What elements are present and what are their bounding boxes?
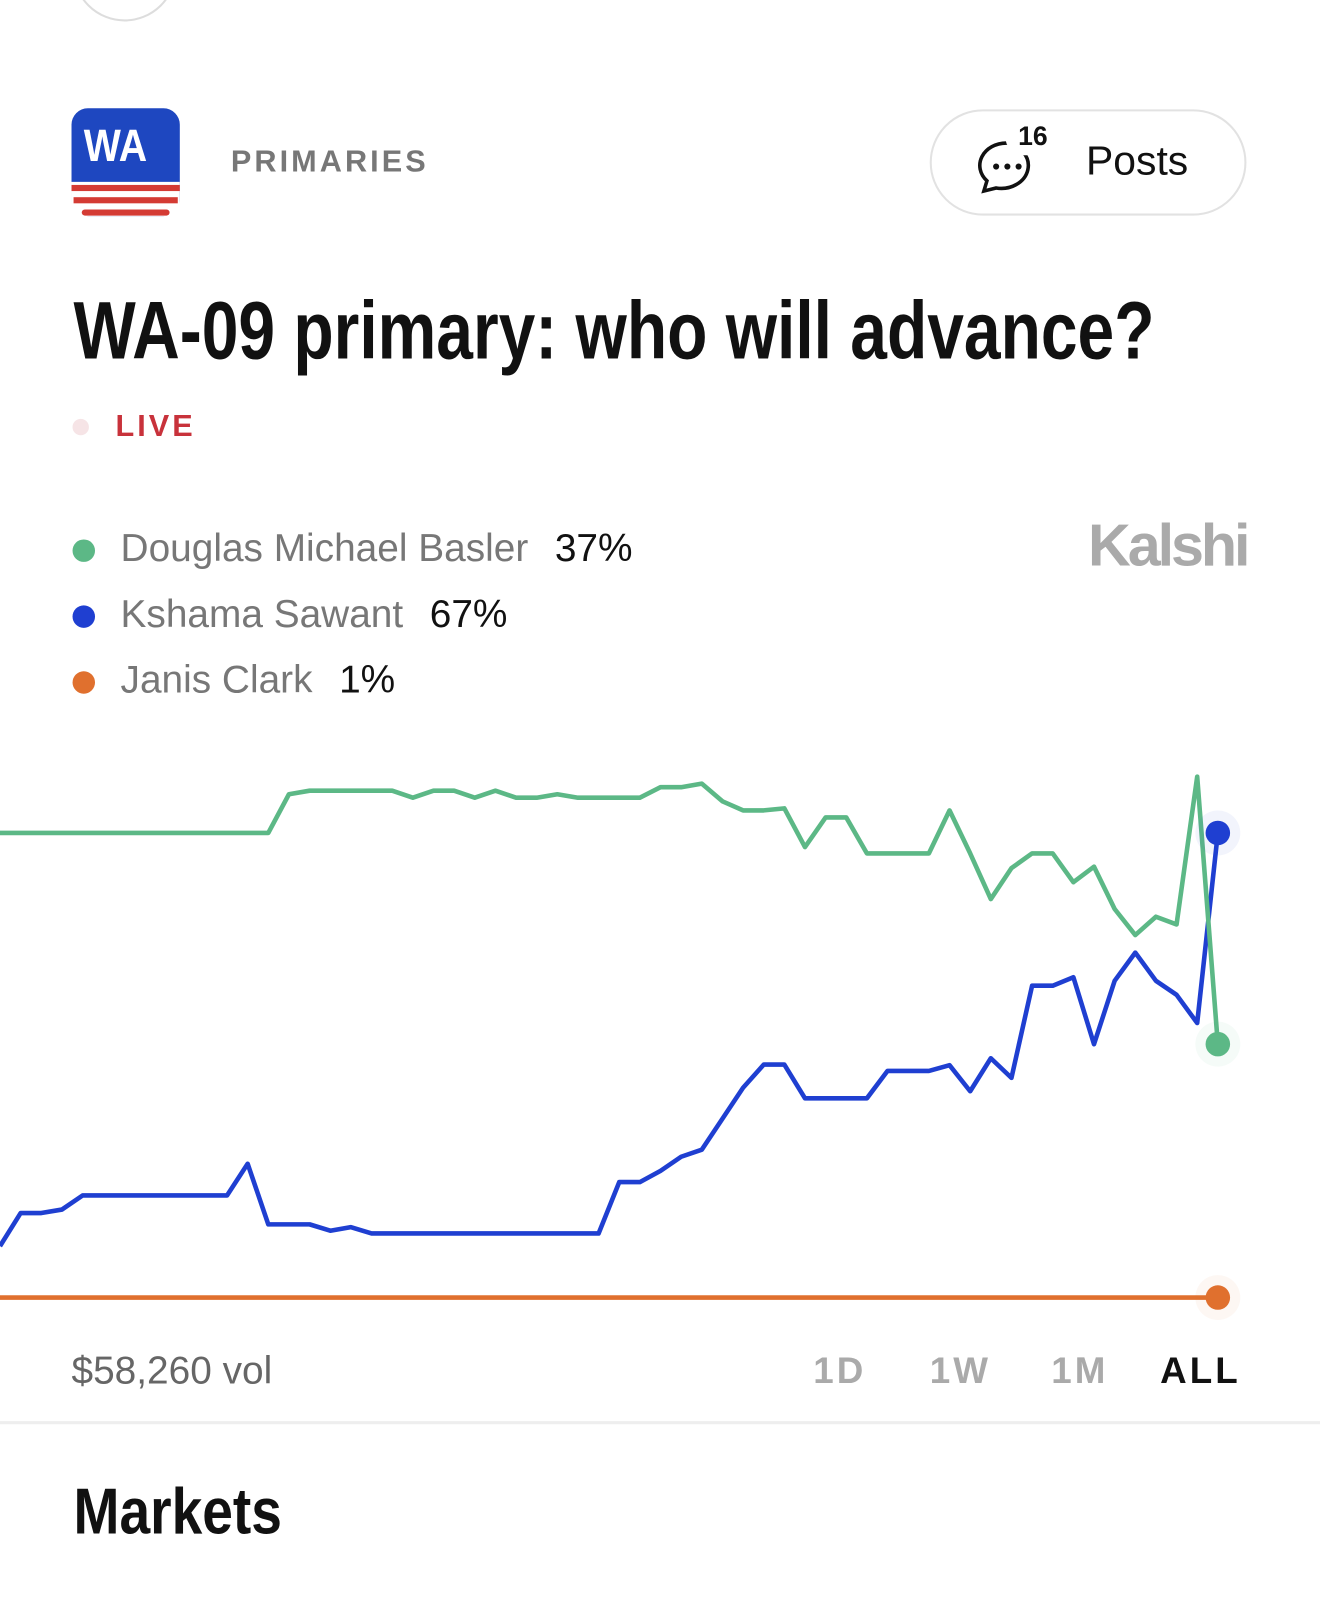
legend-name: Janis Clark <box>121 659 314 702</box>
end-dot <box>1205 1285 1231 1310</box>
series-line <box>0 774 1221 1045</box>
legend-dot <box>72 605 96 628</box>
chat-dot <box>1004 163 1011 170</box>
legend: Douglas Michael Basler 37% Kshama Sawant 67… <box>72 527 633 702</box>
legend-value: 37% <box>555 527 633 570</box>
chat-dot <box>1015 163 1022 170</box>
end-dot <box>1205 820 1231 846</box>
volume: $58,260 vol <box>72 1349 273 1392</box>
badge: WA <box>71 108 180 217</box>
badge-stripe <box>81 209 170 216</box>
badge-text: WA <box>84 120 147 171</box>
range-tabs: 1D 1W 1M ALL <box>813 1350 1241 1391</box>
legend-dot <box>72 539 96 562</box>
legend-name: Douglas Michael Basler <box>121 527 529 570</box>
badge-stripe <box>73 197 178 204</box>
legend-value: 67% <box>430 593 508 636</box>
chat-dot <box>993 163 1000 170</box>
badge-stripe <box>71 184 180 192</box>
category: PRIMARIES <box>231 145 429 179</box>
count-bg <box>1005 118 1061 156</box>
live-dot <box>72 418 89 436</box>
status: LIVE <box>115 409 195 443</box>
range-tab[interactable]: 1D <box>813 1350 866 1391</box>
section-title: Markets <box>74 1474 282 1547</box>
posts-count: 16 <box>1018 121 1048 151</box>
plot <box>0 774 1241 1321</box>
brand: Kalshi <box>1088 511 1247 578</box>
range-tab[interactable]: 1M <box>1051 1350 1108 1391</box>
legend-dot <box>72 671 96 694</box>
posts-button[interactable]: 16 Posts <box>929 109 1247 216</box>
range-tab[interactable]: ALL <box>1160 1350 1241 1391</box>
back-button[interactable] <box>74 0 176 22</box>
divider <box>0 1421 1320 1425</box>
legend-name: Kshama Sawant <box>121 593 404 636</box>
title: WA-09 primary: who will advance? <box>74 286 1155 377</box>
range-tab[interactable]: 1W <box>930 1350 991 1391</box>
end-dot <box>1205 1031 1231 1057</box>
posts-label: Posts <box>1086 137 1188 183</box>
legend-value: 1% <box>339 659 395 702</box>
series-line <box>0 832 1221 1248</box>
